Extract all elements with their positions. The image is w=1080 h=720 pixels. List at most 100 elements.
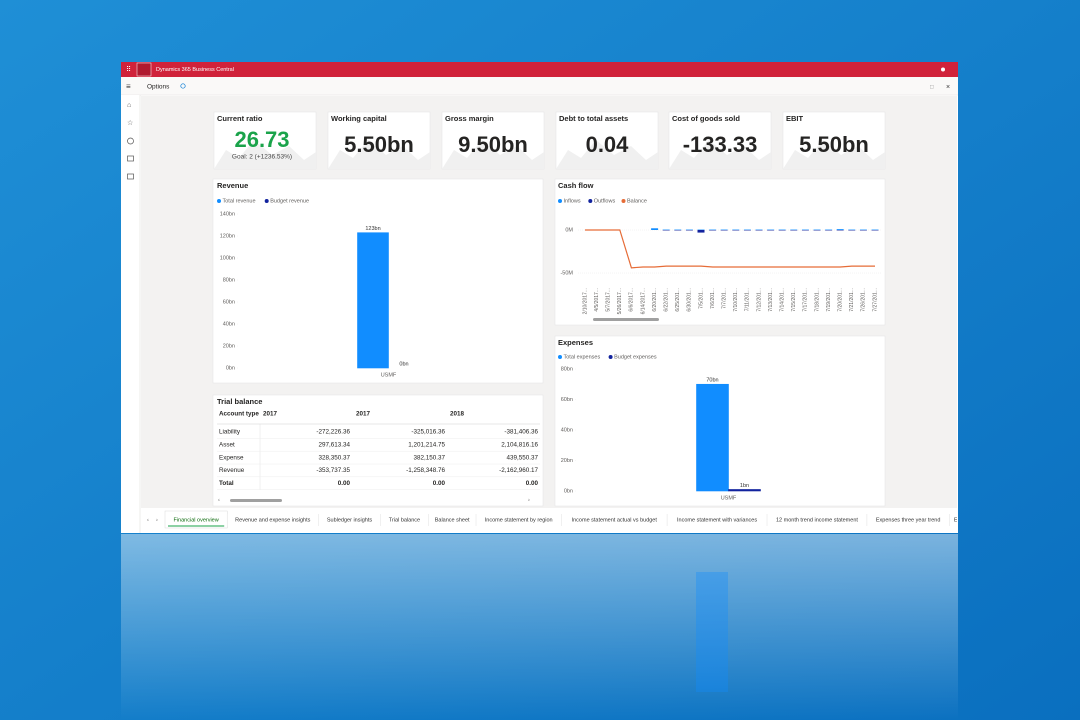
x-tick-label: 7/14/201... — [780, 288, 786, 312]
x-tick-label: 7/13/201... — [768, 288, 774, 312]
sparkline-bg — [214, 140, 316, 169]
kpi-value: 26.73 — [234, 127, 289, 152]
reflection — [696, 572, 728, 692]
close-icon[interactable]: × — [946, 84, 950, 91]
x-tick-label: 7/19/201... — [826, 288, 832, 312]
tab[interactable]: Trial balance — [389, 517, 420, 523]
x-tick-label: 7/15/201... — [791, 288, 797, 312]
panel-title: Revenue — [217, 181, 248, 190]
tab[interactable]: Expe — [954, 517, 967, 523]
x-tick-label: 7/5/201... — [698, 288, 704, 309]
command-bar — [121, 77, 958, 95]
data-label: 123bn — [365, 226, 380, 232]
table-cell: 2,104,816.16 — [501, 441, 538, 448]
table-cell: -272,226.36 — [316, 429, 350, 436]
row-label: Expense — [219, 454, 244, 461]
tab-scroll-right[interactable]: › — [156, 517, 158, 523]
kpi-value: -133.33 — [683, 132, 758, 157]
row-label: Liability — [219, 429, 241, 436]
scroll-right[interactable]: › — [528, 497, 530, 503]
tab-bar — [141, 510, 957, 530]
y-tick-label: 20bn — [223, 343, 235, 349]
x-tick-label: 7/17/201... — [803, 288, 809, 312]
tab-scroll-left[interactable]: ‹ — [147, 517, 149, 523]
tab[interactable]: Financial overview — [173, 517, 218, 523]
panel-title: Expenses — [558, 338, 593, 347]
bar — [728, 489, 761, 492]
kpi-goal: Goal: 2 (+1236.53%) — [232, 154, 292, 161]
x-tick-label: 6/22/201... — [664, 288, 670, 312]
list-icon[interactable] — [127, 173, 134, 180]
table-cell: 439,550.37 — [506, 454, 538, 461]
y-tick-label: 120bn — [220, 233, 235, 239]
x-tick-label: USMF — [381, 372, 397, 378]
cash-flow-panel — [554, 178, 886, 326]
panel-title: Cash flow — [558, 181, 594, 190]
x-tick-label: 5/7/2017... — [606, 288, 612, 312]
tab[interactable]: 12 month trend income statement — [776, 517, 858, 523]
tab[interactable]: Revenue and expense insights — [235, 517, 310, 523]
menu-icon[interactable]: ≡ — [126, 82, 131, 91]
table-cell: 382,150.37 — [413, 454, 445, 461]
sparkline-bg — [442, 140, 544, 169]
options-button[interactable]: Options — [147, 84, 170, 91]
legend-label: Balance — [627, 198, 647, 204]
column-header: 2017 — [356, 411, 371, 418]
legend-marker — [621, 199, 626, 203]
kpi-value: 5.50bn — [344, 132, 414, 157]
x-tick-label: 4/5/2017... — [594, 288, 600, 312]
y-tick-label: 0M — [565, 227, 573, 233]
waffle-icon[interactable]: ⠿ — [126, 65, 131, 73]
tab[interactable]: Balance sheet — [435, 517, 470, 523]
reflection — [121, 534, 958, 720]
home-icon[interactable]: ⌂ — [127, 102, 131, 109]
scrollbar[interactable] — [593, 318, 659, 321]
scrollbar[interactable] — [230, 499, 282, 502]
y-tick-label: 20bn — [561, 458, 573, 464]
popout-icon[interactable]: □ — [930, 85, 934, 91]
tab[interactable]: Subledger insights — [327, 517, 373, 523]
search-icon[interactable] — [180, 83, 186, 89]
legend-marker — [217, 199, 221, 203]
scroll-left[interactable]: ‹ — [218, 497, 220, 503]
kpi-title: EBIT — [786, 114, 804, 123]
sparkline-bg — [669, 140, 771, 169]
sparkline-bg — [783, 140, 885, 169]
bar — [836, 229, 844, 230]
y-tick-label: -50M — [560, 270, 573, 276]
legend-label: Outflows — [594, 198, 616, 204]
favorites-icon[interactable]: ☆ — [127, 119, 133, 127]
sidebar — [121, 95, 140, 533]
workspace-icon[interactable] — [127, 155, 134, 162]
table-cell: 328,350.37 — [318, 454, 350, 461]
panel-title: Trial balance — [217, 397, 262, 406]
table-cell: -2,162,960.17 — [499, 467, 538, 474]
x-tick-label: USMF — [721, 495, 737, 501]
recent-icon[interactable] — [127, 137, 134, 145]
tab[interactable]: Expenses three year trend — [876, 517, 941, 523]
y-tick-label: 0bn — [564, 488, 573, 494]
x-tick-label: 6/20/201... — [652, 288, 658, 312]
tab[interactable]: Income statement actual vs budget — [572, 517, 658, 523]
sparkline-bg — [556, 140, 658, 169]
row-label: Total — [219, 480, 234, 487]
tab[interactable]: Income statement with variances — [677, 517, 757, 523]
data-label: 1bn — [740, 483, 749, 489]
x-tick-label: 6/14/2017... — [640, 288, 646, 314]
column-header: 2018 — [450, 411, 465, 418]
user-icon[interactable] — [941, 67, 945, 72]
legend-marker — [264, 199, 269, 203]
y-tick-label: 40bn — [561, 427, 573, 433]
tab[interactable]: Income statement by region — [485, 517, 553, 523]
trial-balance-panel — [212, 394, 544, 507]
legend-marker — [588, 199, 593, 203]
y-tick-label: 80bn — [223, 277, 235, 283]
legend-label: Budget revenue — [270, 198, 309, 204]
x-tick-label: 7/27/201... — [872, 288, 878, 312]
kpi-title: Cost of goods sold — [672, 114, 740, 123]
legend-label: Budget expenses — [614, 354, 657, 360]
y-tick-label: 40bn — [223, 321, 235, 327]
table-cell: 1,201,214.75 — [408, 441, 445, 448]
row-label: Revenue — [219, 467, 245, 474]
app-logo[interactable] — [136, 62, 152, 77]
